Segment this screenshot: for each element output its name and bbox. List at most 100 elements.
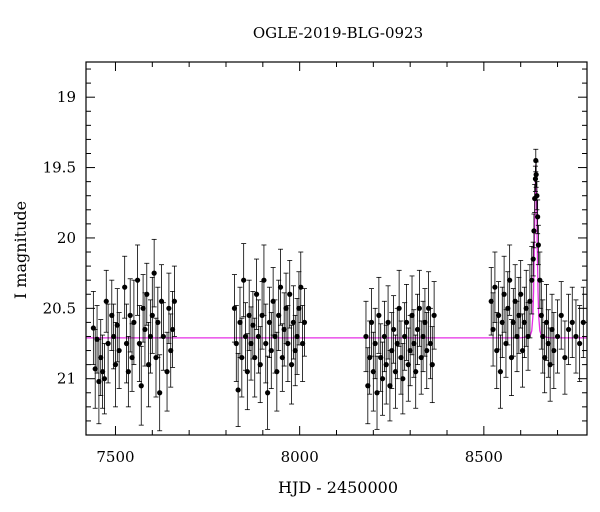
- data-point: [101, 343, 108, 415]
- data-point: [577, 305, 583, 382]
- data-point-marker: [379, 376, 386, 382]
- data-points-layer: [90, 148, 586, 432]
- data-point-marker: [151, 270, 157, 276]
- data-point: [235, 352, 241, 427]
- data-point-marker: [543, 319, 550, 325]
- data-point-marker: [125, 369, 131, 375]
- data-point: [164, 331, 170, 412]
- data-point-marker: [416, 305, 422, 311]
- data-point-marker: [492, 284, 498, 290]
- data-point: [263, 303, 269, 384]
- data-point: [409, 275, 415, 356]
- data-point-marker: [142, 326, 148, 333]
- data-point-marker: [122, 284, 128, 290]
- data-point: [499, 286, 505, 358]
- data-point-marker: [155, 319, 161, 325]
- data-point-marker: [131, 319, 137, 325]
- data-point: [292, 314, 298, 387]
- data-point: [277, 248, 284, 326]
- data-point-marker: [255, 333, 262, 340]
- data-point: [125, 336, 131, 408]
- x-axis-label: HJD - 2450000: [278, 478, 398, 497]
- data-point-marker: [103, 298, 109, 304]
- data-point: [244, 333, 250, 411]
- data-point: [166, 272, 172, 344]
- y-tick-label: 19.5: [43, 159, 76, 177]
- data-point: [288, 324, 295, 405]
- data-point-marker: [261, 277, 267, 283]
- data-point: [155, 286, 161, 358]
- data-point-marker: [283, 305, 289, 311]
- data-point-marker: [144, 291, 150, 297]
- data-point-marker: [146, 362, 152, 368]
- data-point-marker: [294, 333, 300, 340]
- data-point: [144, 262, 150, 326]
- data-point-marker: [392, 369, 399, 375]
- data-point-marker: [429, 362, 435, 368]
- data-point-marker: [157, 390, 163, 396]
- data-point: [427, 307, 434, 380]
- data-point-marker: [565, 326, 572, 333]
- data-point-marker: [414, 326, 421, 333]
- data-point: [398, 320, 404, 395]
- data-point-marker: [274, 369, 280, 375]
- data-point: [365, 347, 371, 425]
- data-point-marker: [281, 326, 287, 333]
- chart-title: OGLE-2019-BLG-0923: [253, 24, 423, 42]
- data-point: [250, 291, 256, 360]
- data-point: [99, 334, 106, 409]
- data-point: [300, 305, 306, 382]
- data-point-marker: [523, 305, 529, 311]
- data-point-marker: [127, 312, 133, 318]
- data-point-marker: [495, 312, 502, 318]
- data-point-marker: [109, 312, 115, 318]
- data-point: [116, 312, 122, 389]
- data-point-marker: [250, 322, 256, 328]
- data-point-marker: [551, 347, 557, 354]
- x-axis-ticks: 7500 8000 8500: [96, 62, 559, 466]
- data-point-marker: [381, 333, 387, 340]
- data-point: [492, 251, 498, 323]
- data-point-marker: [376, 312, 382, 318]
- data-point: [392, 334, 399, 409]
- data-point-marker: [400, 376, 406, 382]
- data-point: [565, 293, 572, 366]
- data-point-marker: [569, 319, 575, 325]
- data-point: [414, 293, 421, 366]
- data-point-marker: [105, 340, 111, 347]
- data-point-marker: [365, 383, 371, 389]
- data-point: [521, 286, 527, 358]
- data-point-marker: [134, 277, 141, 283]
- data-point: [533, 161, 539, 188]
- data-point: [274, 331, 280, 412]
- data-point: [507, 244, 513, 316]
- data-point-marker: [111, 333, 117, 340]
- data-point-marker: [374, 390, 380, 396]
- data-point-marker: [394, 340, 400, 347]
- data-point: [390, 295, 397, 364]
- data-point-marker: [518, 291, 524, 297]
- data-point-marker: [549, 326, 555, 333]
- data-point: [149, 276, 155, 354]
- data-point: [239, 317, 245, 398]
- data-point: [518, 260, 524, 329]
- data-point: [138, 345, 144, 426]
- data-point-marker: [272, 333, 278, 340]
- data-point: [92, 329, 98, 409]
- data-point-marker: [296, 305, 302, 311]
- data-point-marker: [147, 333, 154, 340]
- data-point-marker: [554, 333, 561, 340]
- data-point-marker: [277, 284, 284, 290]
- data-point-marker: [540, 333, 546, 340]
- data-point-marker: [244, 369, 250, 375]
- data-point-marker: [116, 347, 122, 354]
- data-point-marker: [402, 333, 408, 340]
- data-point: [505, 271, 511, 346]
- data-point-marker: [98, 354, 104, 361]
- data-point-marker: [409, 312, 415, 318]
- data-point-marker: [519, 347, 526, 354]
- data-point-marker: [99, 369, 106, 375]
- data-point-marker: [123, 340, 130, 347]
- data-point: [301, 288, 308, 357]
- data-point: [543, 283, 550, 361]
